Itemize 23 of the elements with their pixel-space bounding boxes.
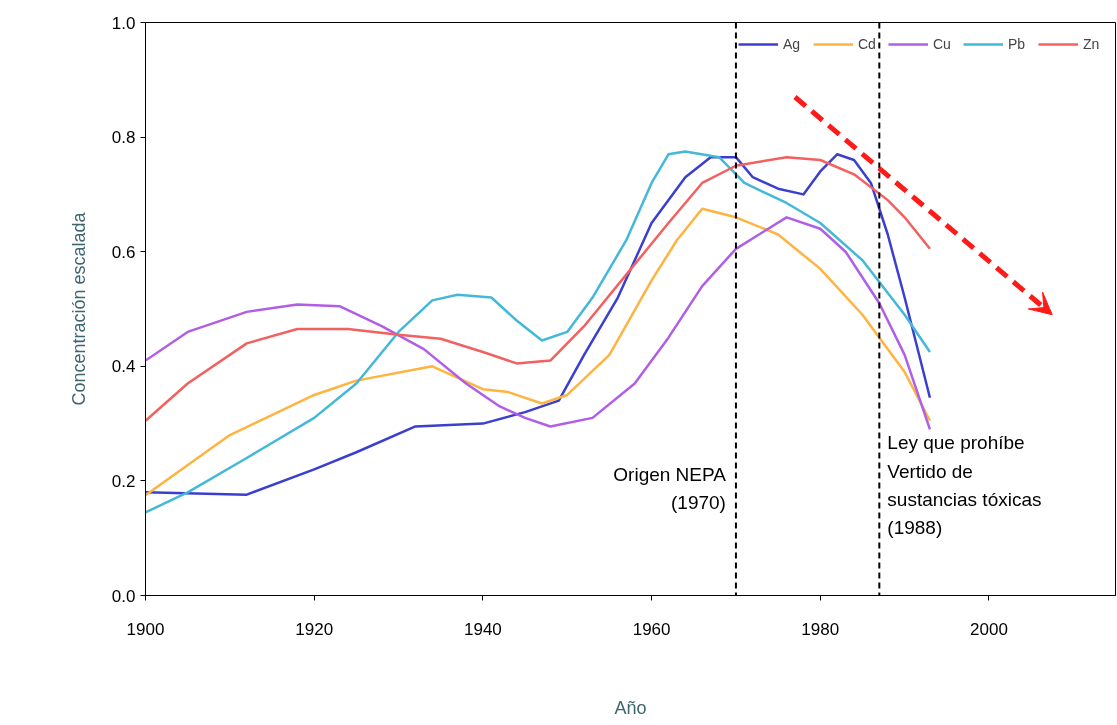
x-tick-label: 1920 [295, 619, 334, 639]
x-tick-label: 1980 [801, 619, 840, 639]
x-axis-title: Año [614, 697, 647, 718]
legend-label: Zn [1083, 36, 1101, 52]
line-series [145, 155, 932, 422]
y-tick-label: 0.6 [111, 242, 136, 262]
y-axis-title: Concentración escalada [68, 211, 89, 406]
y-tick-label: 0.2 [111, 471, 136, 491]
x-tick-label: 1900 [126, 619, 165, 639]
ref-line-label: Ley que prohíbe Vertido de sustancias tóxicas (1988) [887, 432, 1042, 539]
legend-label: Pb [1008, 36, 1027, 52]
legend-label: Cu [933, 36, 952, 52]
y-tick-label: 0.4 [111, 357, 136, 377]
line-series [145, 216, 932, 431]
x-tick-label: 1940 [463, 619, 502, 639]
y-tick-label: 0.0 [111, 586, 136, 606]
legend-label: Cd [858, 36, 877, 52]
legend-label: Ag [783, 36, 802, 52]
ref-line-label: Origen NEPA (1970) [613, 463, 727, 514]
y-tick-label: 0.8 [111, 128, 136, 148]
x-tick-label: 1960 [632, 619, 671, 639]
y-tick-label: 1.0 [111, 13, 136, 33]
x-tick-label: 2000 [970, 619, 1008, 639]
